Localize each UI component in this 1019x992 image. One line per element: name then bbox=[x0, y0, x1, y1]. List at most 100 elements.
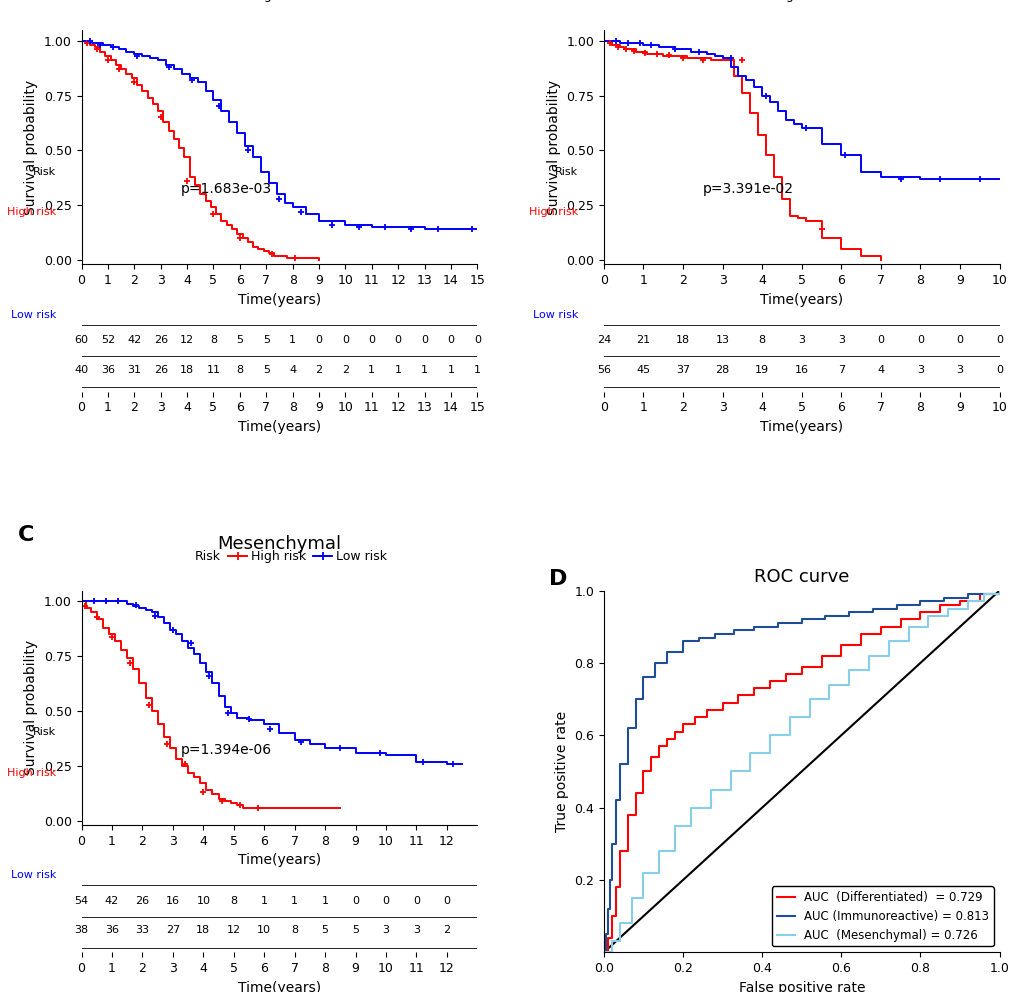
Text: 1: 1 bbox=[288, 335, 296, 345]
Legend: AUC  (Differentiated)  = 0.729, AUC (Immunoreactive) = 0.813, AUC  (Mesenchymal): AUC (Differentiated) = 0.729, AUC (Immun… bbox=[771, 886, 993, 946]
Text: 0: 0 bbox=[368, 335, 375, 345]
Text: 0: 0 bbox=[394, 335, 401, 345]
Text: 19: 19 bbox=[754, 364, 768, 375]
Legend: Risk, High risk, Low risk: Risk, High risk, Low risk bbox=[167, 0, 391, 7]
Text: 54: 54 bbox=[74, 896, 89, 906]
Text: 3: 3 bbox=[916, 364, 923, 375]
Text: 13: 13 bbox=[715, 335, 729, 345]
Text: 5: 5 bbox=[263, 364, 269, 375]
Y-axis label: Survival probability: Survival probability bbox=[546, 79, 560, 214]
Text: 52: 52 bbox=[101, 335, 115, 345]
Y-axis label: True positive rate: True positive rate bbox=[554, 711, 568, 832]
Text: 0: 0 bbox=[352, 896, 359, 906]
X-axis label: False positive rate: False positive rate bbox=[738, 981, 864, 992]
Text: 1: 1 bbox=[290, 896, 298, 906]
Text: 2: 2 bbox=[341, 364, 348, 375]
Text: 45: 45 bbox=[636, 364, 650, 375]
Text: 0: 0 bbox=[443, 896, 450, 906]
Text: p=1.394e-06: p=1.394e-06 bbox=[180, 743, 271, 757]
Text: 5: 5 bbox=[236, 335, 244, 345]
Text: 0: 0 bbox=[473, 335, 480, 345]
Text: 1: 1 bbox=[321, 896, 328, 906]
Text: 3: 3 bbox=[956, 364, 963, 375]
Text: High risk: High risk bbox=[7, 207, 56, 217]
Text: 37: 37 bbox=[676, 364, 690, 375]
Text: 1: 1 bbox=[394, 364, 401, 375]
Text: 42: 42 bbox=[105, 896, 119, 906]
Text: 18: 18 bbox=[196, 926, 210, 935]
Text: 18: 18 bbox=[676, 335, 690, 345]
Text: 11: 11 bbox=[206, 364, 220, 375]
X-axis label: Time(years): Time(years) bbox=[237, 293, 321, 307]
Text: Risk: Risk bbox=[554, 167, 578, 177]
Text: 1: 1 bbox=[368, 364, 375, 375]
Text: 24: 24 bbox=[596, 335, 610, 345]
Text: 8: 8 bbox=[210, 335, 217, 345]
Text: 1: 1 bbox=[447, 364, 454, 375]
Text: 60: 60 bbox=[74, 335, 89, 345]
Text: 2: 2 bbox=[315, 364, 322, 375]
Text: D: D bbox=[548, 568, 567, 589]
Text: 26: 26 bbox=[136, 896, 150, 906]
Title: ROC curve: ROC curve bbox=[753, 568, 849, 586]
Text: 36: 36 bbox=[105, 926, 119, 935]
Text: High risk: High risk bbox=[529, 207, 578, 217]
Text: 40: 40 bbox=[74, 364, 89, 375]
Y-axis label: Survival probability: Survival probability bbox=[24, 79, 39, 214]
Text: 0: 0 bbox=[421, 335, 428, 345]
Text: 0: 0 bbox=[996, 335, 1002, 345]
Text: p=1.683e-03: p=1.683e-03 bbox=[180, 183, 271, 196]
Text: 1: 1 bbox=[421, 364, 428, 375]
Text: 4: 4 bbox=[288, 364, 296, 375]
Y-axis label: Survival probability: Survival probability bbox=[24, 640, 39, 776]
Text: 1: 1 bbox=[473, 364, 480, 375]
Text: p=3.391e-02: p=3.391e-02 bbox=[702, 183, 793, 196]
Text: 18: 18 bbox=[180, 364, 194, 375]
Text: Low risk: Low risk bbox=[532, 310, 578, 319]
Title: Mesenchymal: Mesenchymal bbox=[217, 535, 341, 553]
Text: 26: 26 bbox=[154, 364, 168, 375]
X-axis label: Time(years): Time(years) bbox=[759, 293, 843, 307]
Text: 28: 28 bbox=[714, 364, 729, 375]
Text: 16: 16 bbox=[166, 896, 179, 906]
Text: Low risk: Low risk bbox=[10, 310, 56, 319]
Text: Risk: Risk bbox=[33, 727, 56, 737]
Text: Low risk: Low risk bbox=[10, 870, 56, 880]
Text: 0: 0 bbox=[341, 335, 348, 345]
Text: 31: 31 bbox=[127, 364, 142, 375]
Text: 3: 3 bbox=[798, 335, 804, 345]
Text: 56: 56 bbox=[596, 364, 610, 375]
Text: 5: 5 bbox=[321, 926, 328, 935]
X-axis label: Time(years): Time(years) bbox=[237, 853, 321, 867]
Text: 8: 8 bbox=[236, 364, 244, 375]
Text: 12: 12 bbox=[180, 335, 194, 345]
Text: 3: 3 bbox=[413, 926, 420, 935]
Text: 0: 0 bbox=[916, 335, 923, 345]
Text: 0: 0 bbox=[956, 335, 963, 345]
Legend: Risk, High risk, Low risk: Risk, High risk, Low risk bbox=[167, 546, 391, 568]
Text: 8: 8 bbox=[758, 335, 765, 345]
Text: 26: 26 bbox=[154, 335, 168, 345]
Text: 5: 5 bbox=[263, 335, 269, 345]
Text: 0: 0 bbox=[447, 335, 454, 345]
Text: Risk: Risk bbox=[33, 167, 56, 177]
X-axis label: Time(years): Time(years) bbox=[237, 981, 321, 992]
Text: 38: 38 bbox=[74, 926, 89, 935]
Text: 0: 0 bbox=[413, 896, 420, 906]
Text: 0: 0 bbox=[315, 335, 322, 345]
Text: 2: 2 bbox=[443, 926, 450, 935]
Text: 8: 8 bbox=[290, 926, 298, 935]
Text: 36: 36 bbox=[101, 364, 115, 375]
X-axis label: Time(years): Time(years) bbox=[237, 420, 321, 434]
Text: 0: 0 bbox=[996, 364, 1002, 375]
Text: 10: 10 bbox=[197, 896, 210, 906]
Text: 0: 0 bbox=[876, 335, 883, 345]
Text: 3: 3 bbox=[837, 335, 844, 345]
Text: 1: 1 bbox=[261, 896, 267, 906]
Text: 4: 4 bbox=[876, 364, 883, 375]
Text: 27: 27 bbox=[166, 926, 180, 935]
Text: 5: 5 bbox=[352, 926, 359, 935]
Text: 16: 16 bbox=[794, 364, 808, 375]
X-axis label: Time(years): Time(years) bbox=[759, 420, 843, 434]
Text: 3: 3 bbox=[382, 926, 389, 935]
